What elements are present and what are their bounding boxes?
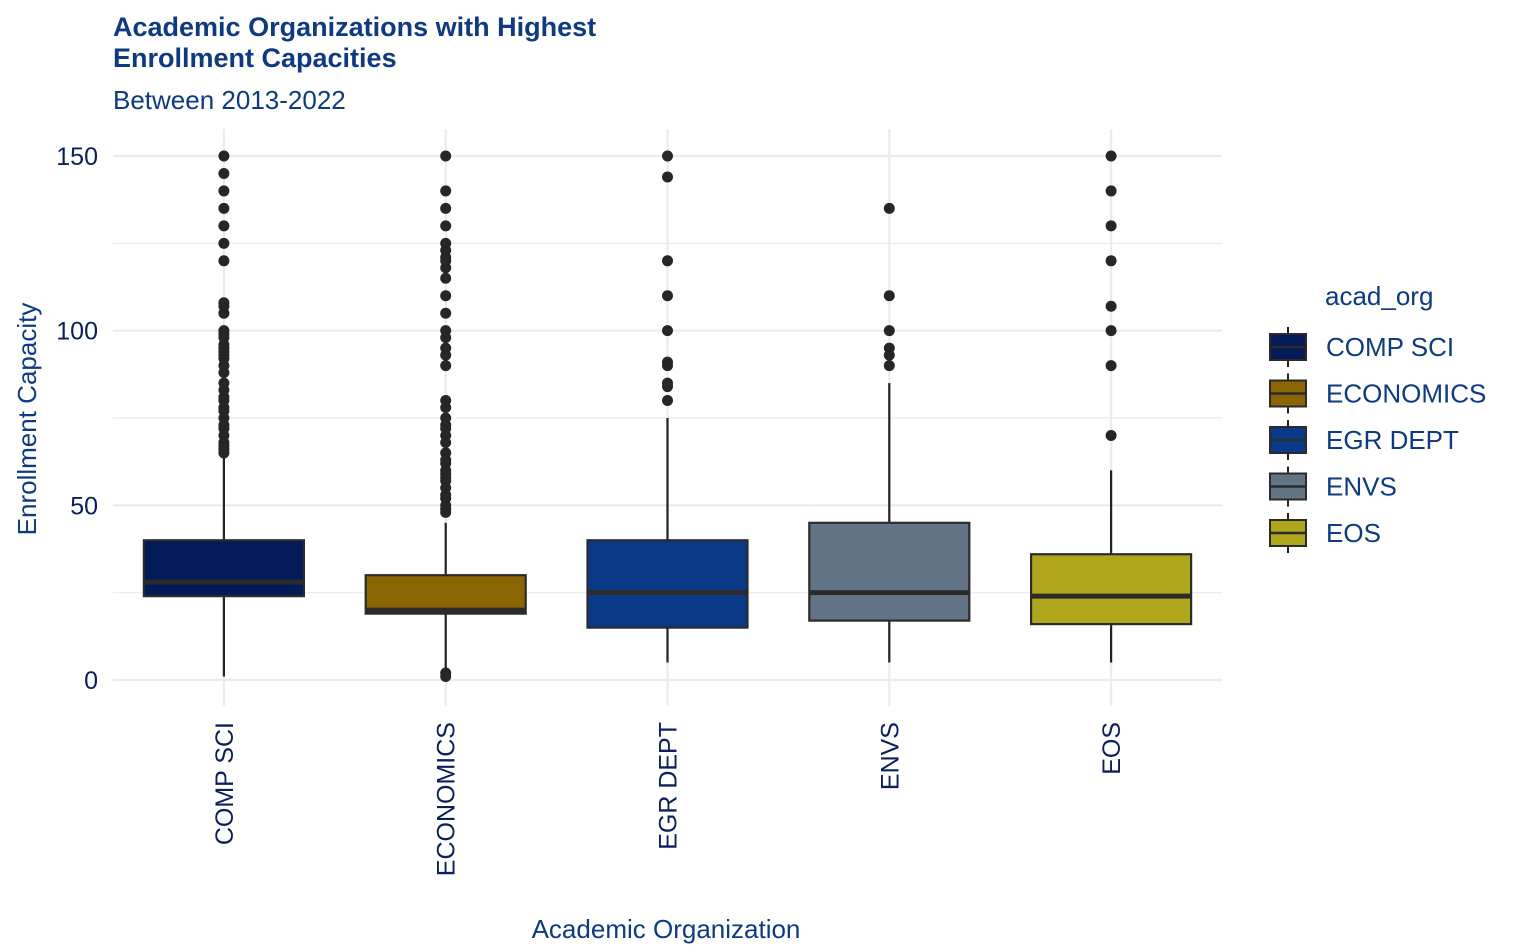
outlier-point — [662, 255, 673, 267]
outlier-point — [440, 202, 452, 214]
outlier-point — [440, 667, 452, 679]
legend-label: ECONOMICS — [1326, 379, 1486, 409]
legend-item-eos: EOS — [1269, 513, 1381, 553]
outlier-point — [218, 185, 230, 197]
outlier-point — [218, 202, 230, 214]
box-iqr — [364, 574, 527, 615]
outlier-point — [440, 360, 452, 372]
box-eos — [1029, 150, 1193, 663]
legend-item-economics: ECONOMICS — [1269, 373, 1486, 414]
outlier-point — [662, 325, 673, 337]
outlier-point — [218, 325, 230, 337]
outlier-point — [1105, 429, 1117, 441]
box-iqr — [586, 539, 749, 629]
y-tick-label: 100 — [56, 318, 98, 346]
x-axis-title: Academic Organization — [532, 914, 801, 944]
outlier-point — [1105, 150, 1117, 162]
outlier-point — [883, 325, 895, 337]
legend-label: EGR DEPT — [1326, 425, 1459, 455]
outlier-point — [218, 237, 230, 249]
box-iqr — [1029, 553, 1193, 626]
outlier-point — [218, 167, 230, 179]
box-economics — [364, 150, 527, 683]
outlier-point — [218, 255, 230, 267]
outlier-point — [1105, 185, 1117, 197]
x-tick-label: ECONOMICS — [433, 722, 461, 876]
outlier-point — [1105, 300, 1117, 312]
x-tick-label: COMP SCI — [211, 722, 239, 845]
legend-item-comp-sci: COMP SCI — [1269, 327, 1454, 367]
outlier-point — [883, 290, 895, 302]
outlier-point — [218, 377, 230, 389]
legend-item-egr-dept: EGR DEPT — [1269, 420, 1459, 460]
outlier-point — [662, 150, 673, 162]
box-iqr — [808, 521, 971, 622]
outlier-point — [662, 377, 673, 389]
outlier-point — [440, 447, 452, 459]
outlier-point — [440, 395, 452, 407]
x-axis-ticks: COMP SCI ECONOMICS EGR DEPT ENVS EOS — [211, 722, 1126, 876]
x-tick-label: EOS — [1098, 722, 1126, 775]
outlier-point — [662, 171, 673, 183]
chart-title-line-2: Enrollment Capacities — [113, 43, 397, 73]
x-tick-label: ENVS — [876, 722, 904, 790]
outlier-point — [440, 150, 452, 162]
outlier-point — [662, 356, 673, 368]
outlier-point — [440, 272, 452, 284]
outlier-point — [440, 237, 452, 249]
y-axis-ticks: 0 50 100 150 — [56, 143, 98, 695]
box-comp-sci — [142, 150, 305, 677]
legend-label: EOS — [1326, 518, 1381, 548]
outlier-point — [440, 307, 452, 319]
box-egr-dept — [586, 150, 749, 663]
outlier-point — [440, 412, 452, 424]
outlier-point — [440, 185, 452, 197]
x-tick-label: EGR DEPT — [655, 722, 683, 850]
y-tick-label: 50 — [70, 492, 98, 520]
outlier-point — [1105, 360, 1117, 372]
chart-title-line-1: Academic Organizations with Highest — [113, 12, 596, 42]
plot-area — [142, 150, 1193, 683]
box-envs — [808, 202, 971, 663]
outlier-point — [662, 395, 673, 407]
outlier-point — [883, 202, 895, 214]
outlier-point — [218, 220, 230, 232]
legend-label: ENVS — [1326, 472, 1397, 502]
outlier-point — [883, 360, 895, 372]
chart-subtitle: Between 2013-2022 — [113, 85, 346, 115]
outlier-point — [218, 297, 230, 309]
legend-item-envs: ENVS — [1269, 466, 1397, 507]
outlier-point — [1105, 325, 1117, 337]
y-axis-title: Enrollment Capacity — [12, 303, 42, 536]
outlier-point — [440, 342, 452, 354]
outlier-point — [440, 220, 452, 232]
y-tick-label: 0 — [84, 667, 98, 695]
outlier-point — [440, 290, 452, 302]
outlier-point — [1105, 255, 1117, 267]
box-iqr — [142, 539, 305, 598]
outlier-point — [218, 150, 230, 162]
legend-title: acad_org — [1325, 281, 1433, 311]
outlier-point — [1105, 220, 1117, 232]
outlier-point — [662, 290, 673, 302]
legend: acad_org COMP SCI ECONOMICS EGR DEPT ENVS EO… — [1269, 281, 1486, 553]
outlier-point — [440, 325, 452, 337]
legend-label: COMP SCI — [1326, 332, 1454, 362]
outlier-point — [883, 342, 895, 354]
y-tick-label: 150 — [56, 143, 98, 171]
